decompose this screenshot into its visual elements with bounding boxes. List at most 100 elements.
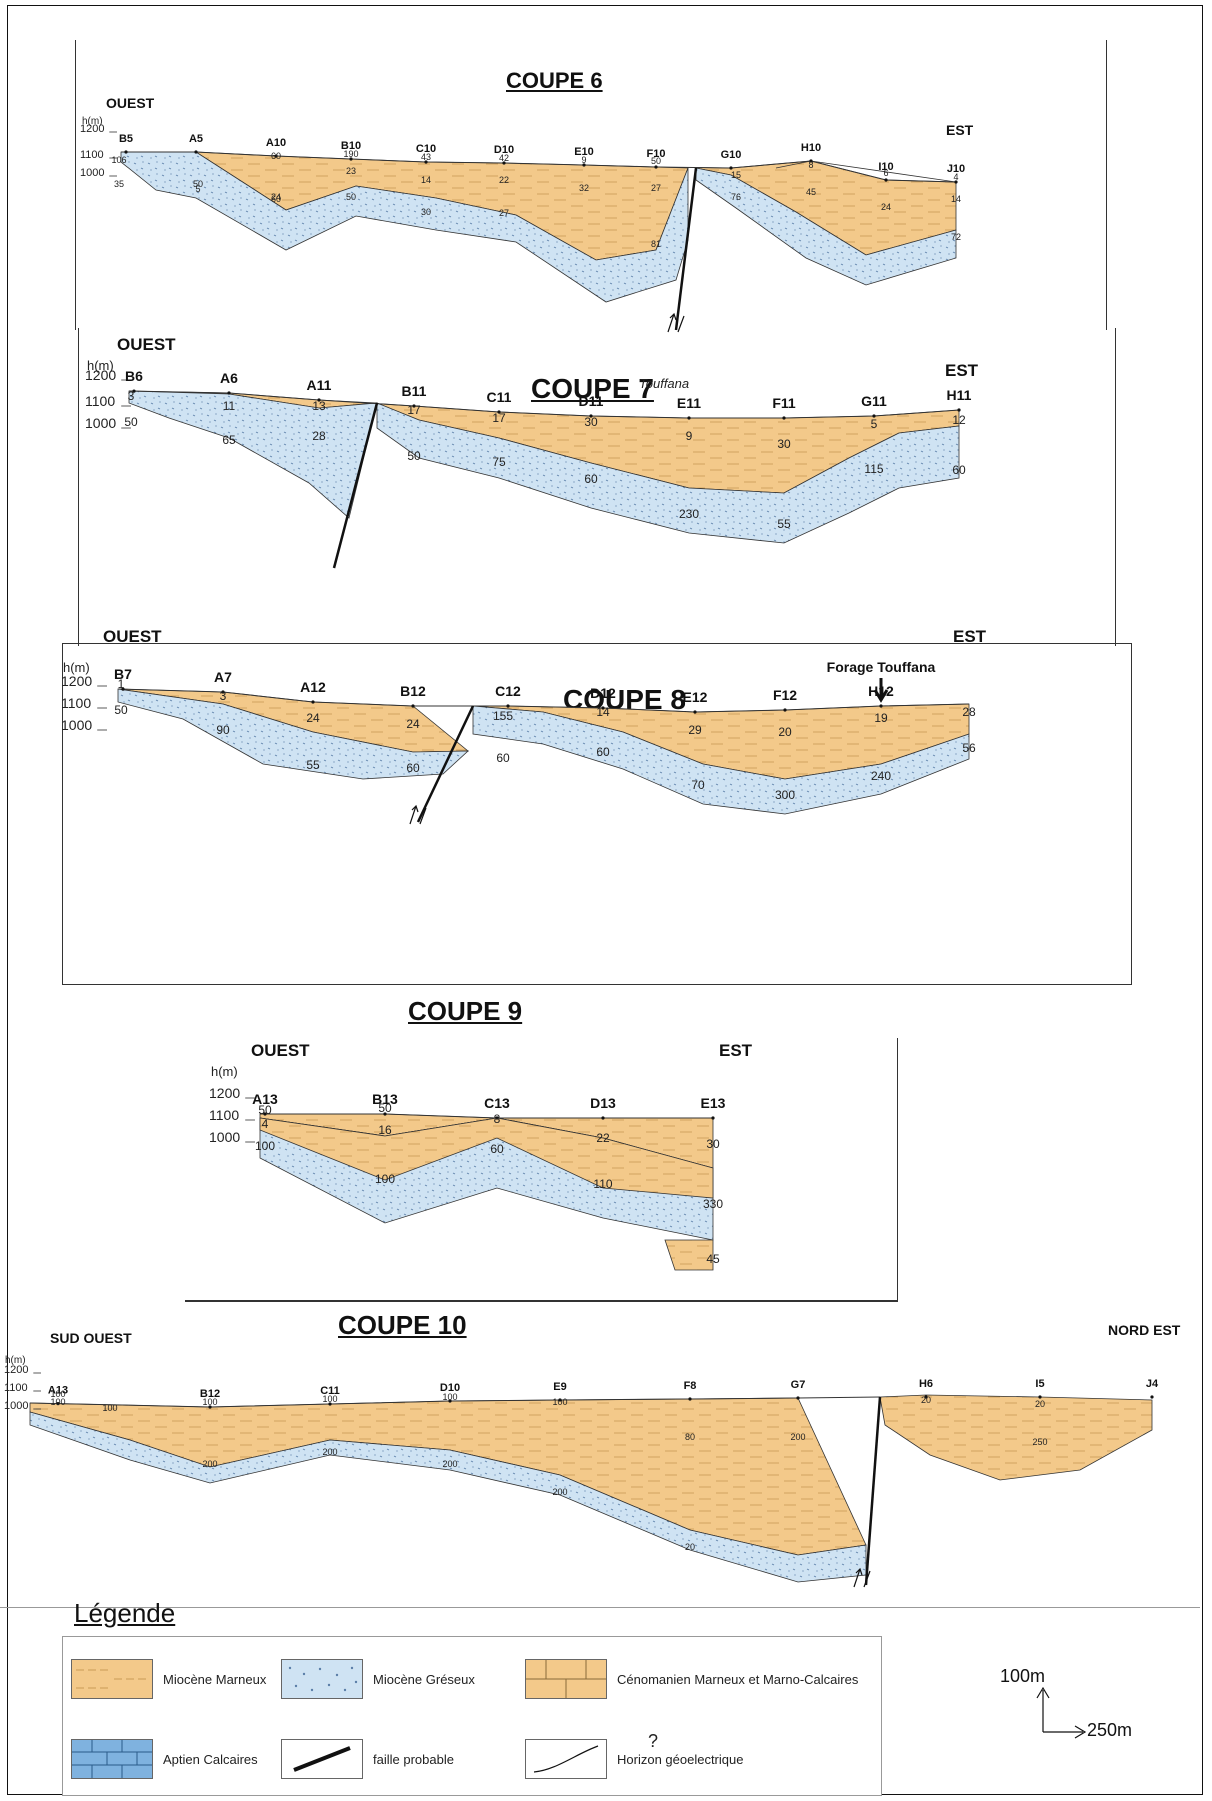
direction-label-left: OUEST: [103, 627, 162, 646]
sounding-point: [879, 704, 883, 708]
fault-line: [864, 1396, 882, 1586]
resistivity-value: 3: [220, 689, 227, 703]
station-label: C10: [416, 143, 436, 155]
fault-movement-arrow-icon: [409, 804, 427, 825]
miocene-marneux-layer: [879, 1394, 1153, 1481]
miocene-greseux-layer: [128, 390, 378, 519]
station-label: H10: [801, 142, 821, 154]
legend-item-cenomanien: Cénomanien Marneux et Marno-Calcaires: [525, 1659, 858, 1699]
resistivity-value: 28: [312, 429, 326, 443]
resistivity-value: 9: [581, 155, 586, 165]
axis-tick-label: 1100: [85, 393, 115, 409]
legend-label: Aptien Calcaires: [163, 1751, 258, 1767]
axis-tick-label: 1100: [4, 1382, 28, 1394]
resistivity-value: 190: [343, 149, 358, 159]
station-label: B11: [402, 383, 427, 399]
sounding-point: [954, 180, 958, 184]
station-label: A12: [300, 679, 326, 695]
sounding-point: [729, 166, 733, 170]
cross-section-drawing: h(m)1200 1100 1000 SUD OUEST NORD EST A13 B12 C…: [4, 1322, 1181, 1588]
cross-section-drawing: h(m)1200 1100 1000 OUEST EST B7 A7 A12 B12 C12 D12…: [61, 627, 987, 825]
axis-tick-label: 1000: [61, 717, 92, 733]
section-coupe-9: h(m) 1200 1100 1000 OUEST EST A13 B13 C13 D13 E13 5…: [185, 1038, 898, 1302]
sounding-point: [687, 416, 691, 420]
station-label: B7: [114, 666, 132, 682]
resistivity-value: 76: [731, 192, 741, 202]
resistivity-value: 200: [322, 1447, 337, 1457]
resistivity-value: 13: [312, 399, 326, 413]
resistivity-value: 8: [494, 1112, 501, 1126]
resistivity-value: 43: [421, 152, 431, 162]
resistivity-value: 24: [881, 202, 891, 212]
legend-item-marneux: Miocène Marneux: [71, 1659, 266, 1699]
resistivity-value: 9: [686, 429, 693, 443]
section-title: COUPE 10: [338, 1310, 467, 1340]
resistivity-value: 60: [406, 761, 420, 775]
legend-question-mark: ?: [648, 1731, 659, 1751]
sounding-point: [809, 159, 813, 163]
resistivity-value: 81: [651, 239, 661, 249]
miocene-marneux-swatch-icon: [71, 1659, 153, 1699]
resistivity-value: 5: [871, 417, 878, 431]
sounding-point: [328, 1402, 332, 1406]
resistivity-value: 60: [490, 1142, 504, 1156]
station-label: C13: [484, 1095, 510, 1111]
resistivity-value: 24: [306, 711, 320, 725]
resistivity-value: 50: [651, 156, 661, 166]
station-label: H6: [919, 1378, 933, 1390]
fault-movement-arrow-icon: [667, 312, 685, 333]
station-label: F11: [772, 395, 796, 411]
station-label: E12: [683, 689, 708, 705]
resistivity-value: 1: [118, 677, 125, 691]
station-label: D10: [494, 144, 514, 156]
sounding-point: [411, 704, 415, 708]
resistivity-value: 50: [124, 415, 138, 429]
cross-section-drawing: h(m)1200 1100 1000 OUEST EST B6 A6 A11 B11 C11 D11…: [85, 335, 979, 569]
station-label: F10: [647, 148, 666, 160]
resistivity-value: 200: [790, 1432, 805, 1442]
resistivity-value: 100: [255, 1139, 275, 1153]
direction-label-right: EST: [946, 122, 974, 138]
sounding-point: [582, 163, 586, 167]
sounding-point: [782, 416, 786, 420]
resistivity-value: 200: [552, 1487, 567, 1497]
cenomanien-swatch-icon: [525, 1659, 607, 1699]
resistivity-value: 35: [114, 179, 124, 189]
station-label: J4: [1146, 1378, 1159, 1390]
sounding-point: [884, 178, 888, 182]
direction-label-left: OUEST: [106, 95, 155, 111]
resistivity-value: 60: [952, 463, 966, 477]
sounding-point: [1150, 1395, 1154, 1399]
sounding-point: [448, 1399, 452, 1403]
sounding-point: [1038, 1395, 1042, 1399]
axis-tick-label: 1100: [209, 1107, 239, 1123]
section-coupe-8: COUPE 8 h(m) 1200 1100 1000 OUEST EST B7 A7 A12 B…: [61, 627, 1132, 985]
sounding-point: [711, 1116, 715, 1120]
sounding-point: [311, 700, 315, 704]
legend-label: Cénomanien Marneux et Marno-Calcaires: [617, 1671, 859, 1687]
resistivity-value: 330: [703, 1197, 723, 1211]
miocene-marneux-layer: [259, 1117, 714, 1199]
borehole-arrow-icon: [873, 678, 889, 703]
resistivity-value: 28: [962, 705, 976, 719]
miocene-greseux-layer: [117, 688, 470, 780]
station-label: C12: [495, 683, 521, 699]
resistivity-value: 100: [50, 1389, 65, 1399]
resistivity-value: 30: [421, 207, 431, 217]
resistivity-value: 50: [114, 703, 128, 717]
axis-tick-label: 1200: [61, 673, 92, 689]
sounding-point: [495, 1116, 499, 1120]
resistivity-value: 100: [202, 1397, 217, 1407]
axis-tick-label: 1100: [61, 695, 91, 711]
axis-unit-label: h(m): [82, 116, 103, 127]
resistivity-value: 200: [442, 1459, 457, 1469]
station-label: G7: [791, 1379, 806, 1391]
axis-tick-label: 1200: [4, 1364, 28, 1376]
direction-label-left: SUD OUEST: [50, 1330, 132, 1346]
resistivity-value: 60: [584, 472, 598, 486]
station-label: C11: [487, 389, 512, 405]
station-label: B12: [200, 1388, 220, 1400]
miocene-greseux-layer: [695, 167, 957, 286]
